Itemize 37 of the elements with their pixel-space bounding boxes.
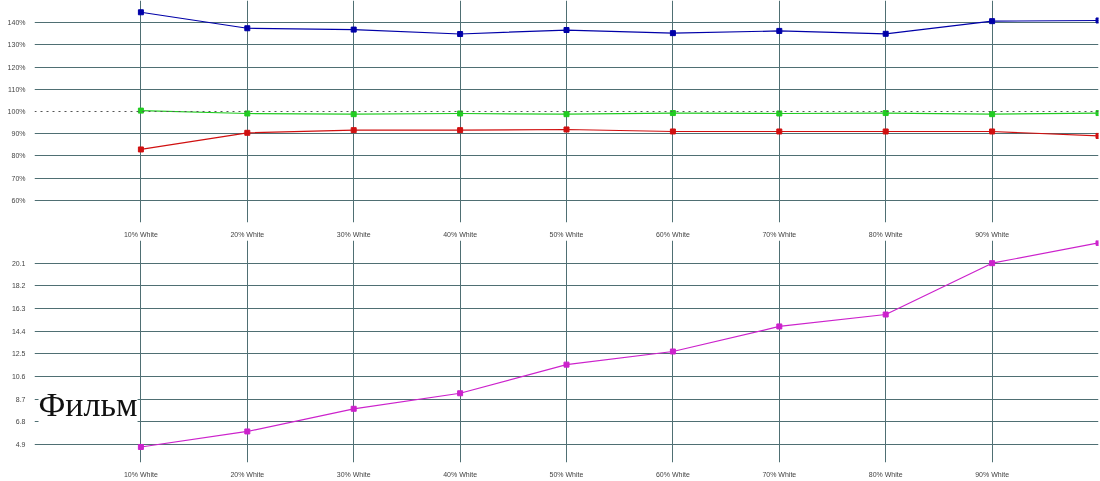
- point: [457, 127, 464, 134]
- point: [244, 428, 251, 435]
- point: [350, 405, 357, 412]
- point: [989, 111, 996, 118]
- point: [457, 31, 464, 38]
- point: [882, 110, 889, 117]
- annotation: Фильм: [38, 385, 138, 423]
- point: [244, 129, 251, 136]
- point: [137, 443, 144, 450]
- point: [563, 111, 570, 118]
- point: [776, 323, 783, 330]
- point: [137, 107, 144, 114]
- point: [350, 127, 357, 134]
- point: [882, 311, 889, 318]
- point: [244, 25, 251, 32]
- point: [244, 110, 251, 117]
- point: [669, 110, 676, 117]
- point: [669, 30, 676, 37]
- point: [563, 361, 570, 368]
- point: [776, 27, 783, 34]
- point: [882, 30, 889, 37]
- point: [669, 128, 676, 135]
- point: [457, 390, 464, 397]
- point: [457, 110, 464, 117]
- point: [882, 128, 889, 135]
- point: [989, 18, 996, 25]
- point: [350, 26, 357, 33]
- point: [563, 27, 570, 34]
- point: [563, 126, 570, 133]
- point: [137, 146, 144, 153]
- point: [776, 128, 783, 135]
- point: [350, 111, 357, 118]
- point: [137, 9, 144, 16]
- point: [669, 348, 676, 355]
- point: [989, 128, 996, 135]
- point: [989, 260, 996, 267]
- point: [776, 110, 783, 117]
